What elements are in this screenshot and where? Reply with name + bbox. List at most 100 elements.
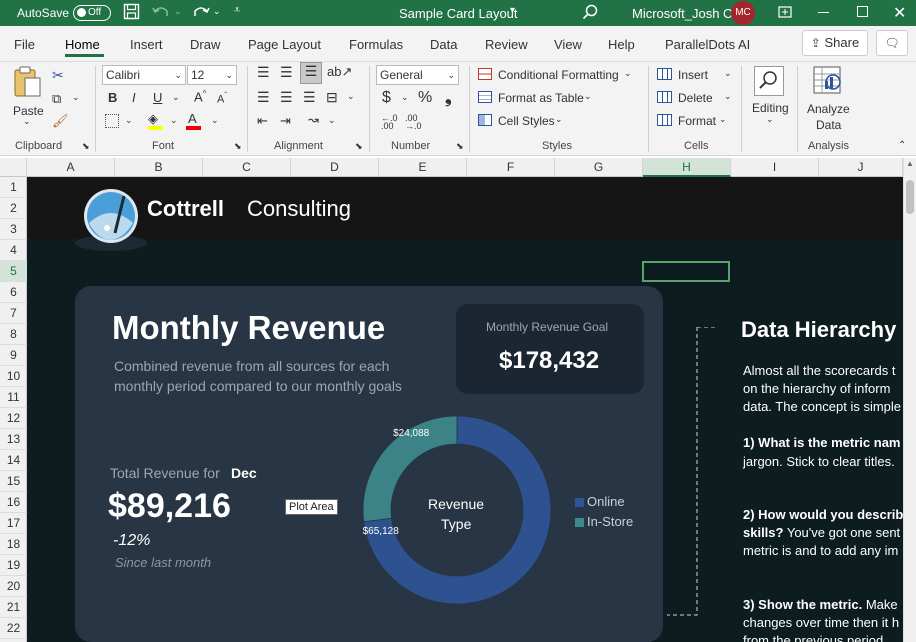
tab-draw[interactable]: Draw [190,37,221,52]
paste-button[interactable]: Paste ⌄ [10,66,44,126]
selected-cell[interactable] [642,261,730,282]
share-button[interactable]: ⇪ Share [802,30,868,56]
currency-icon[interactable]: $ [382,89,391,106]
title-dropdown-icon[interactable]: ▾ [510,5,516,16]
select-all-corner[interactable] [0,158,27,177]
insert-cells-button[interactable]: Insert ⌄ [657,66,735,84]
align-center-icon[interactable]: ☰ [280,89,293,105]
align-bottom-icon[interactable]: ☰ [300,62,322,84]
increase-decimal-icon[interactable]: ←.0.00 [381,113,398,131]
percent-icon[interactable]: % [418,89,433,106]
worksheet[interactable]: Cottrell Consulting Monthly Revenue Comb… [27,177,903,642]
wrap-text-icon[interactable]: ↝ [308,112,319,127]
column-header-h[interactable]: H [643,158,731,177]
currency-dropdown-icon[interactable]: ⌄ [401,92,409,102]
tab-file[interactable]: File [14,37,35,52]
tab-paralleldots-ai[interactable]: ParallelDots AI [665,37,751,52]
customize-toolbar-icon[interactable]: ⩡ [234,4,241,16]
donut-slice-in-store[interactable] [362,415,458,523]
tab-review[interactable]: Review [485,37,528,52]
wrap-dropdown-icon[interactable]: ⌄ [328,115,336,125]
save-icon[interactable] [123,3,140,20]
comments-button[interactable]: 🗨 [876,30,908,56]
editing-button[interactable]: Editing ⌄ [748,64,792,134]
row-header[interactable]: 20 [0,576,27,597]
revenue-type-chart[interactable]: $65,128 $24,088 [357,410,557,610]
scroll-up-icon[interactable]: ▲ [906,159,914,168]
underline-icon[interactable]: U [153,90,163,105]
font-color-icon[interactable]: A [186,111,201,130]
row-header[interactable]: 12 [0,408,27,429]
avatar[interactable]: MC [731,1,755,25]
close-icon[interactable]: ✕ [893,5,907,22]
align-top-icon[interactable]: ☰ [257,64,270,80]
borders-dropdown-icon[interactable]: ⌄ [125,115,133,125]
row-header[interactable]: 10 [0,366,27,387]
row-header[interactable]: 6 [0,282,27,303]
row-header[interactable]: 19 [0,555,27,576]
column-header-c[interactable]: C [203,158,291,177]
font-launcher-icon[interactable]: ⬊ [234,141,242,151]
undo-icon[interactable] [152,4,170,23]
row-header[interactable]: 13 [0,429,27,450]
ribbon-display-icon[interactable] [778,5,792,22]
font-name-select[interactable]: Calibri ⌄ [102,65,186,85]
column-header-d[interactable]: D [291,158,379,177]
tab-page-layout[interactable]: Page Layout [248,37,322,52]
fill-color-icon[interactable]: ◈ [148,111,163,130]
row-header[interactable]: 7 [0,303,27,324]
bold-icon[interactable]: B [108,90,118,105]
alignment-launcher-icon[interactable]: ⬊ [355,141,363,151]
row-header[interactable]: 14 [0,450,27,471]
borders-icon[interactable] [105,114,119,128]
column-header-f[interactable]: F [467,158,555,177]
vertical-scrollbar[interactable]: ▲ [903,158,916,642]
align-right-icon[interactable]: ☰ [303,89,316,105]
increase-indent-icon[interactable]: ⇥ [280,113,291,128]
copy-dropdown-icon[interactable]: ⌄ [72,92,80,102]
row-header[interactable]: 5 [0,261,27,282]
orientation-icon[interactable]: ab↗ [327,64,353,79]
merge-dropdown-icon[interactable]: ⌄ [347,91,355,101]
column-header-j[interactable]: J [819,158,903,177]
font-size-select[interactable]: 12 ⌄ [187,65,237,85]
tab-home[interactable]: Home [65,37,100,52]
minimize-icon[interactable] [818,12,829,13]
format-cells-button[interactable]: Format ⌄ [657,112,735,130]
delete-cells-button[interactable]: Delete ⌄ [657,89,735,107]
tab-insert[interactable]: Insert [130,37,163,52]
decrease-indent-icon[interactable]: ⇤ [257,113,268,128]
redo-icon[interactable] [192,4,210,23]
analyze-data-button[interactable]: Analyze Data [804,64,852,134]
number-launcher-icon[interactable]: ⬊ [456,141,464,151]
comma-icon[interactable]: ❟ [445,88,452,107]
collapse-ribbon-icon[interactable]: ⌃ [898,140,907,151]
copy-icon[interactable]: ⧉ [52,91,62,106]
italic-icon[interactable]: I [132,90,136,105]
scroll-thumb[interactable] [906,180,914,214]
cut-icon[interactable]: ✂ [52,67,64,83]
undo-dropdown-icon[interactable]: ⌄ [174,6,182,16]
row-header[interactable]: 2 [0,198,27,219]
align-middle-icon[interactable]: ☰ [280,64,293,80]
number-format-select[interactable]: General ⌄ [376,65,459,85]
underline-dropdown-icon[interactable]: ⌄ [172,92,180,102]
clipboard-launcher-icon[interactable]: ⬊ [82,141,90,151]
align-left-icon[interactable]: ☰ [257,89,270,105]
row-header[interactable]: 11 [0,387,27,408]
row-header[interactable]: 1 [0,177,27,198]
row-header[interactable]: 22 [0,618,27,639]
column-header-e[interactable]: E [379,158,467,177]
document-title[interactable]: Sample Card Layout [399,6,518,21]
increase-font-icon[interactable]: A^ [194,89,207,105]
format-painter-icon[interactable]: 🖌 [52,113,69,128]
decrease-decimal-icon[interactable]: .00 →.0 [405,113,422,131]
row-header[interactable]: 18 [0,534,27,555]
font-color-dropdown-icon[interactable]: ⌄ [211,115,219,125]
column-header-a[interactable]: A [27,158,115,177]
column-header-g[interactable]: G [555,158,643,177]
row-header[interactable]: 15 [0,471,27,492]
redo-dropdown-icon[interactable]: ⌄ [213,6,221,16]
tab-view[interactable]: View [554,37,582,52]
row-header[interactable]: 16 [0,492,27,513]
